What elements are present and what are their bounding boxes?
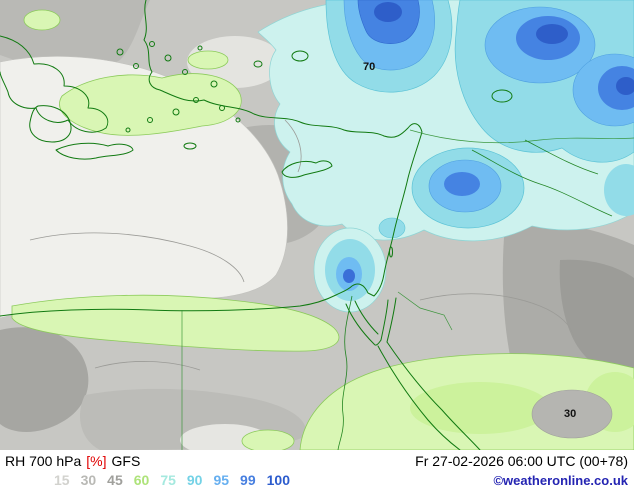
map-canvas: 70 30 <box>0 0 634 450</box>
weather-map: 70 30 <box>0 0 634 450</box>
info-right: Fr 27-02-2026 06:00 UTC (00+78) ©weather… <box>415 453 628 488</box>
legend-value-90: 90 <box>186 472 203 488</box>
humidity-blue-regions <box>257 0 634 313</box>
legend-value-45: 45 <box>107 472 123 488</box>
legend-value-30: 30 <box>80 472 97 488</box>
model-label: GFS <box>111 453 141 469</box>
legend-value-99: 99 <box>240 472 256 488</box>
legend-values: 15 30 45 60 75 90 95 99 100 <box>5 472 290 488</box>
info-left: RH 700 hPa [%] GFS 15 30 45 60 75 90 95 99 100 <box>5 453 290 488</box>
legend-value-95: 95 <box>213 472 230 488</box>
coastlines <box>0 0 513 450</box>
country-borders <box>181 129 634 450</box>
legend-value-75: 75 <box>160 472 176 488</box>
copyright-link[interactable]: ©weatheronline.co.uk <box>493 473 628 488</box>
parameter-label: RH 700 hPa <box>5 453 82 469</box>
info-bar: RH 700 hPa [%] GFS 15 30 45 60 75 90 95 99 100 Fr … <box>0 450 634 490</box>
rivers <box>337 139 613 450</box>
contour-label-30: 30 <box>564 408 576 420</box>
legend-value-100: 100 <box>266 472 290 488</box>
legend-value-15: 15 <box>54 472 70 488</box>
legend-value-60: 60 <box>133 472 150 488</box>
map-title: RH 700 hPa [%] GFS <box>5 453 290 469</box>
contour-label-70: 70 <box>363 61 375 73</box>
valid-time: Fr 27-02-2026 06:00 UTC (00+78) <box>415 453 628 469</box>
contour-lines <box>29 119 575 371</box>
unit-label: [%] <box>86 453 107 469</box>
